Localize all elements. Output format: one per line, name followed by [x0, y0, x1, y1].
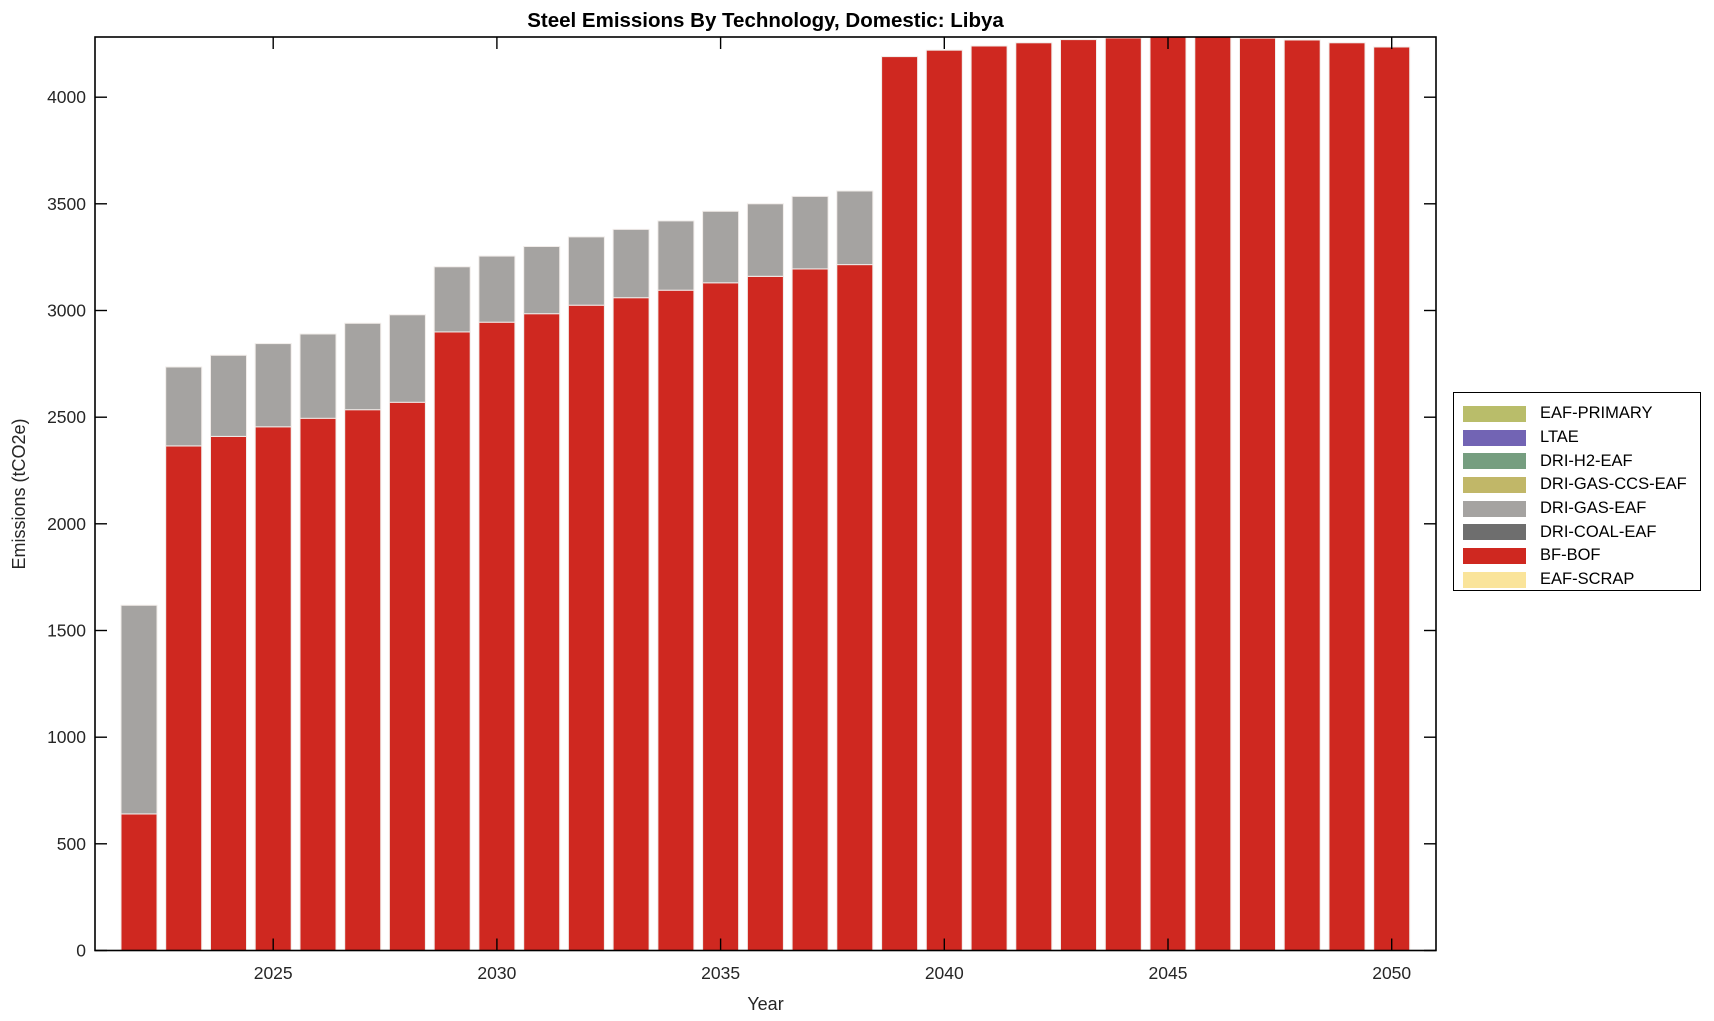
bar-segment-BF-BOF-2045 [1149, 36, 1187, 951]
bar-segment-BF-BOF-2032 [567, 304, 605, 951]
legend-swatch-DRI-GAS-EAF [1463, 500, 1526, 517]
y-tick-label-500: 500 [57, 834, 86, 854]
bar-segment-BF-BOF-2047 [1239, 37, 1276, 952]
bar-segment-BF-BOF-2036 [746, 275, 784, 951]
bar-segment-BF-BOF-2031 [523, 313, 561, 951]
bar-segment-DRI-GAS-EAF-2034 [657, 220, 695, 291]
y-tick-label-2000: 2000 [47, 514, 86, 534]
y-tick-label-4000: 4000 [47, 87, 86, 107]
bar-segment-DRI-GAS-EAF-2035 [702, 210, 740, 284]
legend-label-LTAE: LTAE [1540, 428, 1579, 447]
bar-segment-BF-BOF-2034 [657, 289, 695, 951]
legend-swatch-DRI-COAL-EAF [1463, 524, 1526, 541]
bar-segment-DRI-GAS-EAF-2033 [612, 228, 650, 299]
bar-segment-DRI-GAS-EAF-2030 [478, 255, 516, 323]
legend-label-EAF-PRIMARY: EAF-PRIMARY [1540, 404, 1653, 423]
x-tick-label-2030: 2030 [477, 963, 516, 983]
bar-segment-DRI-GAS-EAF-2036 [746, 203, 784, 277]
bar-segment-DRI-GAS-EAF-2022 [120, 604, 158, 815]
bar-segment-DRI-GAS-EAF-2024 [210, 354, 247, 437]
legend-swatch-DRI-GAS-CCS-EAF [1463, 476, 1526, 493]
bar-segment-DRI-GAS-EAF-2028 [388, 314, 426, 403]
bar-segment-BF-BOF-2041 [970, 45, 1008, 951]
legend-item-DRI-GAS-CCS-EAF: DRI-GAS-CCS-EAF [1454, 473, 1700, 497]
bar-segment-BF-BOF-2050 [1373, 46, 1411, 951]
y-tick-label-1500: 1500 [47, 621, 86, 641]
legend-label-EAF-SCRAP: EAF-SCRAP [1540, 570, 1635, 589]
bar-segment-BF-BOF-2049 [1328, 42, 1366, 952]
bar-segment-BF-BOF-2030 [478, 321, 516, 951]
legend-swatch-EAF-SCRAP [1463, 571, 1526, 588]
bar-segment-BF-BOF-2023 [165, 445, 203, 951]
bar-segment-BF-BOF-2024 [210, 435, 247, 951]
bar-segment-BF-BOF-2038 [836, 264, 874, 952]
bar-segment-BF-BOF-2040 [925, 49, 963, 951]
bar-segment-BF-BOF-2042 [1015, 42, 1053, 952]
axes-layer: 2025 2030 2035 2040 2045 2050 0 500 1000 1500 2000… [47, 36, 1437, 983]
y-tick-label-2500: 2500 [47, 407, 86, 427]
bar-segment-BF-BOF-2044 [1104, 37, 1142, 951]
bar-segment-DRI-GAS-EAF-2029 [433, 266, 471, 333]
bar-segment-BF-BOF-2026 [299, 417, 337, 951]
legend-item-EAF-PRIMARY: EAF-PRIMARY [1454, 402, 1700, 426]
legend-item-EAF-SCRAP: EAF-SCRAP [1454, 568, 1700, 592]
legend-label-DRI-COAL-EAF: DRI-COAL-EAF [1540, 522, 1657, 541]
chart-title: Steel Emissions By Technology, Domestic:… [527, 9, 1004, 32]
plot-box [94, 36, 1437, 952]
bar-segment-DRI-GAS-EAF-2031 [523, 246, 561, 315]
bar-segment-DRI-GAS-EAF-2038 [836, 190, 874, 266]
bar-segment-BF-BOF-2025 [254, 426, 292, 951]
bar-segment-DRI-GAS-EAF-2032 [567, 236, 605, 306]
bar-segment-BF-BOF-2027 [344, 409, 382, 951]
legend-item-DRI-COAL-EAF: DRI-COAL-EAF [1454, 520, 1700, 544]
bar-segment-BF-BOF-2043 [1060, 39, 1097, 952]
y-tick-label-0: 0 [76, 941, 86, 961]
x-tick-label-2035: 2035 [701, 963, 740, 983]
legend-label-DRI-GAS-EAF: DRI-GAS-EAF [1540, 499, 1647, 518]
bar-segment-BF-BOF-2037 [791, 268, 829, 951]
x-tick-label-2040: 2040 [925, 963, 964, 983]
bar-segment-BF-BOF-2028 [388, 401, 426, 951]
bar-segment-DRI-GAS-EAF-2025 [254, 343, 292, 428]
y-tick-label-1000: 1000 [47, 727, 86, 747]
y-tick-label-3500: 3500 [47, 194, 86, 214]
bar-segment-DRI-GAS-EAF-2037 [791, 195, 829, 270]
bar-segment-BF-BOF-2048 [1283, 39, 1321, 951]
bar-segment-BF-BOF-2035 [702, 282, 740, 951]
bars-layer [120, 36, 1411, 952]
x-tick-label-2050: 2050 [1372, 963, 1411, 983]
legend: EAF-PRIMARY LTAE DRI-H2-EAF DRI-GAS-CCS-EAF… [1453, 392, 1701, 591]
bar-segment-BF-BOF-2022 [120, 813, 158, 951]
x-tick-label-2045: 2045 [1149, 963, 1188, 983]
legend-swatch-EAF-PRIMARY [1463, 405, 1526, 422]
legend-item-DRI-GAS-EAF: DRI-GAS-EAF [1454, 497, 1700, 521]
legend-swatch-LTAE [1463, 429, 1526, 446]
legend-item-LTAE: LTAE [1454, 426, 1700, 450]
bar-segment-BF-BOF-2033 [612, 297, 650, 951]
bar-segment-BF-BOF-2046 [1194, 36, 1232, 951]
legend-label-DRI-GAS-CCS-EAF: DRI-GAS-CCS-EAF [1540, 475, 1687, 494]
y-tick-label-3000: 3000 [47, 301, 86, 321]
bar-segment-DRI-GAS-EAF-2027 [344, 322, 382, 411]
x-axis-label: Year [747, 994, 783, 1014]
legend-swatch-BF-BOF [1463, 547, 1526, 564]
legend-label-DRI-H2-EAF: DRI-H2-EAF [1540, 451, 1633, 470]
legend-item-DRI-H2-EAF: DRI-H2-EAF [1454, 449, 1700, 473]
y-axis-label: Emissions (tCO2e) [9, 418, 29, 569]
bar-segment-BF-BOF-2039 [881, 56, 919, 952]
legend-swatch-DRI-H2-EAF [1463, 453, 1526, 470]
legend-item-BF-BOF: BF-BOF [1454, 544, 1700, 568]
legend-label-BF-BOF: BF-BOF [1540, 546, 1601, 565]
bar-segment-DRI-GAS-EAF-2026 [299, 333, 337, 419]
bar-segment-BF-BOF-2029 [433, 331, 471, 951]
bar-segment-DRI-GAS-EAF-2023 [165, 366, 203, 447]
x-tick-label-2025: 2025 [254, 963, 293, 983]
